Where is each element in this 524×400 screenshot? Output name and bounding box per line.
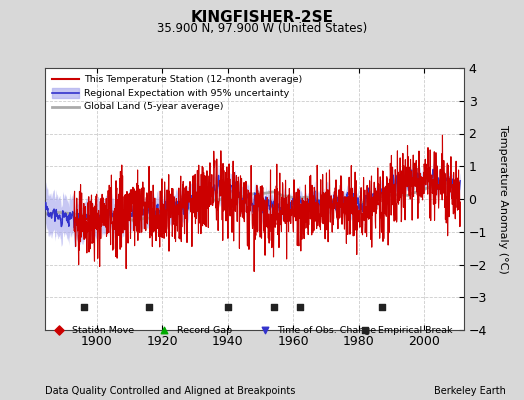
Point (269, 304, 278, 310)
Text: Time of Obs. Change: Time of Obs. Change (277, 326, 376, 335)
Point (361, 327, 369, 334)
Point (378, 304, 386, 310)
Point (224, 304, 232, 310)
Point (260, 327, 269, 334)
Y-axis label: Temperature Anomaly (°C): Temperature Anomaly (°C) (498, 125, 508, 273)
Text: KINGFISHER-2SE: KINGFISHER-2SE (191, 10, 333, 26)
Text: This Temperature Station (12-month average): This Temperature Station (12-month avera… (84, 75, 302, 84)
Point (296, 304, 304, 310)
Text: Empirical Break: Empirical Break (378, 326, 452, 335)
Text: Berkeley Earth: Berkeley Earth (434, 386, 506, 396)
Point (55, 327, 63, 334)
Text: Global Land (5-year average): Global Land (5-year average) (84, 102, 224, 111)
Text: 35.900 N, 97.900 W (United States): 35.900 N, 97.900 W (United States) (157, 22, 367, 35)
Text: Record Gap: Record Gap (177, 326, 232, 335)
Point (160, 327, 168, 334)
Text: Data Quality Controlled and Aligned at Breakpoints: Data Quality Controlled and Aligned at B… (45, 386, 295, 396)
Text: Regional Expectation with 95% uncertainty: Regional Expectation with 95% uncertaint… (84, 88, 289, 98)
Text: Station Move: Station Move (72, 326, 134, 335)
Point (80, 304, 88, 310)
Point (145, 304, 154, 310)
